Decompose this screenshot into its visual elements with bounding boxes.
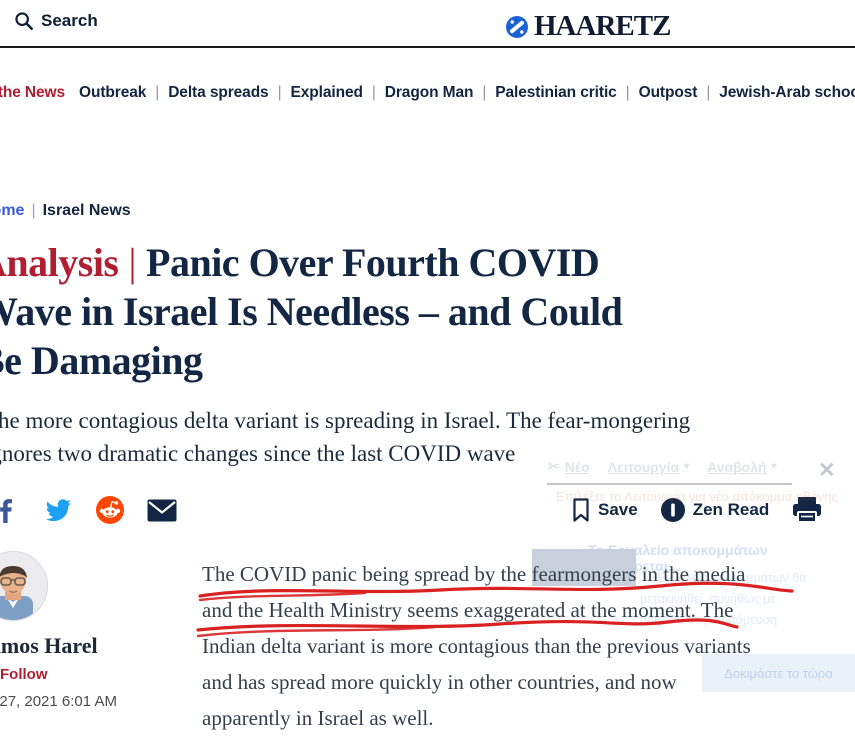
headline-text: Panic Over Fourth COVID Wave in Israel I… — [0, 240, 623, 383]
follow-button[interactable]: Follow — [0, 666, 48, 683]
search-button[interactable]: Search — [14, 11, 98, 31]
nav-separator: | — [277, 84, 282, 101]
nav-item-delta-spreads[interactable]: Delta spreads — [168, 84, 269, 101]
ghost-delay-label: Αναβολή — [707, 458, 767, 475]
print-button[interactable] — [791, 496, 823, 524]
body-line1-pre: The COVID panic being spread by the — [202, 562, 532, 586]
zen-read-button[interactable]: Zen Read — [660, 497, 770, 523]
author-avatar[interactable] — [0, 551, 48, 621]
save-button[interactable]: Save — [571, 497, 638, 523]
ghost-new-button[interactable]: ✂ Νέο — [548, 458, 590, 475]
chevron-down-icon: ▾ — [771, 461, 777, 472]
article-subtitle: The more contagious delta variant is spr… — [0, 408, 691, 466]
reddit-share-button[interactable] — [95, 495, 125, 525]
nav-separator: | — [371, 84, 376, 101]
zen-read-label: Zen Read — [692, 500, 770, 519]
facebook-icon — [0, 499, 12, 523]
save-label: Save — [598, 500, 638, 519]
nav-item-outpost[interactable]: Outpost — [638, 84, 698, 101]
haaretz-logo[interactable]: HAARETZ — [505, 10, 671, 43]
nav-item-jewish-arab-school[interactable]: Jewish-Arab school — [719, 84, 855, 101]
ghost-try-now-label: Δοκιμάστε το τώρα — [724, 665, 833, 681]
facebook-share-button[interactable] — [0, 495, 21, 525]
article-actions: Save Zen Read — [571, 496, 823, 524]
bookmark-icon — [573, 498, 589, 522]
nav-separator: | — [155, 84, 160, 101]
haaretz-wordmark: HAARETZ — [534, 10, 671, 42]
ghost-close-icon[interactable]: ✕ — [818, 459, 836, 482]
nav-item-dragon-man[interactable]: Dragon Man — [384, 84, 474, 101]
chevron-down-icon: ▾ — [684, 461, 690, 472]
nav-separator: | — [625, 84, 630, 101]
page-title: Analysis|Panic Over Fourth COVID Wave in… — [0, 238, 778, 385]
nav-separator: | — [482, 84, 487, 101]
twitter-share-button[interactable] — [43, 495, 73, 525]
search-label: Search — [41, 11, 98, 30]
top-bar: Search HAARETZ — [0, 0, 855, 48]
ghost-new-label: Νέο — [564, 458, 590, 475]
ghost-snipping-toolbar: ✂ Νέο Λειτουργία ▾ Αναβολή ▾ — [548, 458, 848, 475]
body-rest: and the Health Ministry seems exaggerate… — [202, 598, 751, 730]
ghost-try-now-button[interactable]: Δοκιμάστε το τώρα — [702, 654, 855, 692]
ghost-hint-text: Επιλέξτε το Λειτουργία για νέο απόκομμα … — [556, 489, 838, 504]
ghost-mode-button[interactable]: Λειτουργία ▾ — [608, 459, 689, 475]
nav-item-explained[interactable]: Explained — [290, 84, 363, 101]
publish-date: Jun 27, 2021 6:01 AM — [0, 693, 117, 710]
in-the-news-nav: In the News Outbreak | Delta spreads | Explai… — [0, 84, 855, 102]
author-name[interactable]: Amos Harel — [0, 633, 98, 658]
highlighted-word: fearmongers — [531, 562, 637, 586]
email-share-button[interactable] — [147, 495, 177, 525]
breadcrumb-separator: | — [31, 202, 36, 219]
email-icon — [147, 499, 177, 521]
breadcrumb: Home | Israel News — [0, 202, 131, 220]
ghost-mode-label: Λειτουργία — [607, 458, 680, 475]
share-bar — [0, 495, 177, 525]
nav-item-outbreak[interactable]: Outbreak — [79, 84, 147, 101]
zen-read-icon — [660, 498, 685, 522]
ghost-toolbar-divider — [547, 483, 792, 485]
body-line1-post: in the media — [636, 562, 746, 586]
ghost-delay-button[interactable]: Αναβολή ▾ — [707, 459, 776, 475]
headline-kicker-separator: | — [128, 240, 137, 285]
search-icon — [15, 12, 33, 30]
twitter-icon — [45, 499, 71, 522]
nav-separator: | — [706, 84, 711, 101]
headline-kicker: Analysis — [0, 240, 119, 285]
article-body: The COVID panic being spread by the fear… — [202, 556, 842, 736]
printer-icon — [793, 497, 822, 523]
author-photo — [0, 552, 47, 620]
haaretz-logo-icon — [506, 15, 528, 38]
nav-item-palestinian-critic[interactable]: Palestinian critic — [495, 84, 617, 101]
breadcrumb-home-link[interactable]: Home — [0, 202, 25, 219]
breadcrumb-israel-news-link[interactable]: Israel News — [42, 202, 131, 219]
reddit-icon — [96, 496, 124, 524]
in-the-news-label: In the News — [0, 84, 66, 101]
